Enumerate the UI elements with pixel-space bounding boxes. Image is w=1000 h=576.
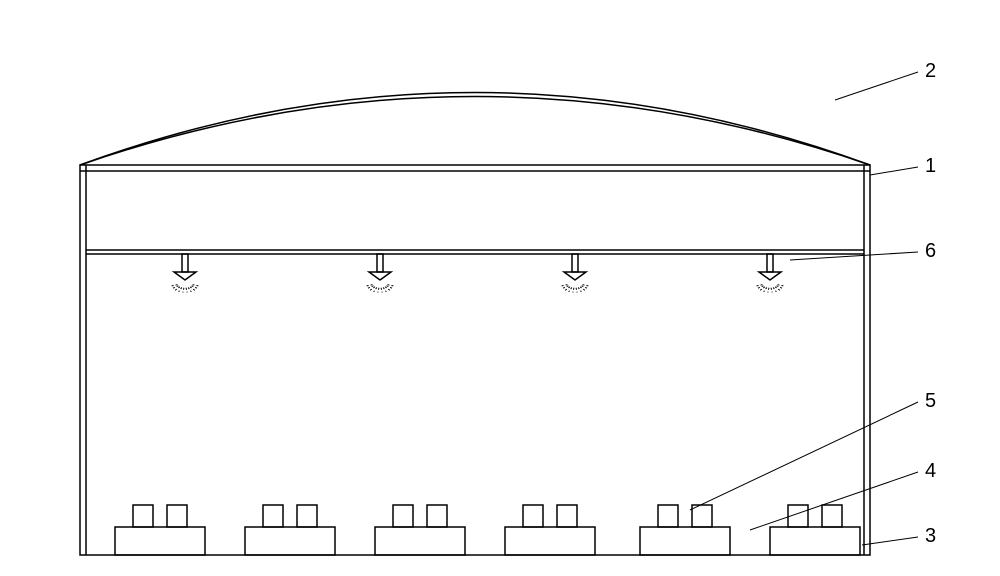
sprinkler bbox=[365, 254, 395, 293]
callout-leader bbox=[790, 252, 918, 260]
callout-label: 5 bbox=[925, 390, 936, 413]
callout-leader bbox=[690, 402, 918, 510]
dome-inner bbox=[80, 97, 870, 166]
callout-leader bbox=[870, 167, 918, 175]
planter-unit bbox=[245, 505, 335, 555]
dome-outer bbox=[80, 93, 870, 166]
callout-label: 2 bbox=[925, 60, 936, 83]
outer-wall bbox=[80, 165, 870, 555]
planter-unit bbox=[375, 505, 465, 555]
callout-label: 1 bbox=[925, 155, 936, 178]
callout-label: 4 bbox=[925, 460, 936, 483]
diagram-root bbox=[0, 0, 1000, 571]
planter-unit bbox=[505, 505, 595, 555]
schematic-svg bbox=[0, 0, 1000, 571]
sprinkler bbox=[560, 254, 590, 293]
planter-unit bbox=[115, 505, 205, 555]
sprinkler bbox=[170, 254, 200, 293]
callout-label: 6 bbox=[925, 240, 936, 263]
planter-unit bbox=[770, 505, 860, 555]
callout-label: 3 bbox=[925, 525, 936, 548]
callout-leader bbox=[835, 72, 918, 100]
callout-leader bbox=[750, 472, 918, 530]
planter-unit bbox=[640, 505, 730, 555]
sprinkler bbox=[755, 254, 785, 293]
